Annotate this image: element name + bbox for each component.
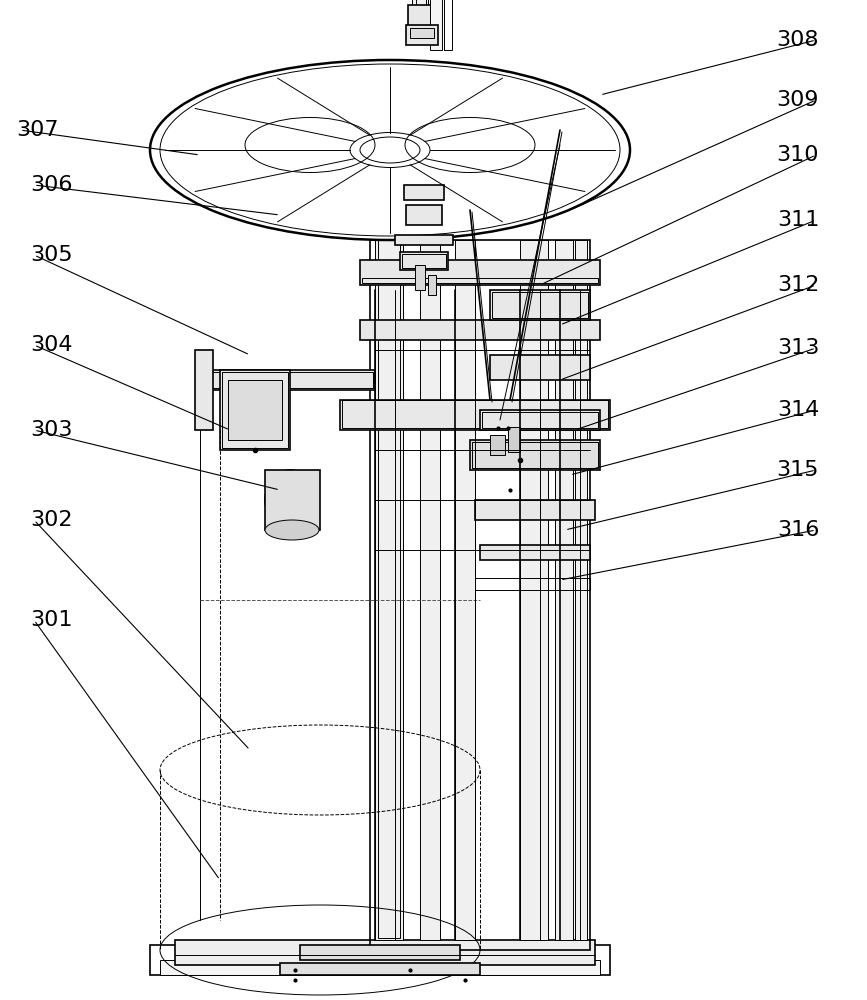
Bar — [416, 0, 426, 30]
Bar — [395, 235, 453, 245]
Bar — [360, 320, 600, 340]
Bar — [430, 0, 442, 50]
Bar — [195, 350, 213, 430]
Bar — [490, 290, 590, 320]
Bar — [200, 370, 375, 390]
Bar — [490, 435, 505, 455]
Bar — [202, 372, 373, 388]
Bar — [400, 252, 448, 270]
Bar — [406, 25, 438, 45]
Bar — [408, 5, 432, 30]
Text: 311: 311 — [777, 210, 819, 230]
Text: 305: 305 — [30, 245, 74, 265]
Bar — [404, 185, 444, 200]
Bar — [342, 400, 608, 428]
Ellipse shape — [265, 470, 315, 530]
Bar — [222, 372, 288, 448]
Text: 306: 306 — [30, 175, 73, 195]
Bar — [444, 0, 452, 50]
Bar — [508, 427, 520, 452]
Bar — [340, 400, 610, 430]
Bar — [410, 28, 434, 38]
Text: 302: 302 — [30, 510, 73, 530]
Bar — [420, 240, 440, 940]
Bar — [175, 940, 595, 965]
Text: 313: 313 — [777, 338, 819, 358]
Bar — [378, 240, 400, 938]
Text: 303: 303 — [30, 420, 73, 440]
Ellipse shape — [265, 520, 319, 540]
Bar — [370, 240, 590, 950]
Bar — [555, 240, 573, 940]
Bar — [228, 380, 282, 440]
Bar — [300, 945, 460, 960]
Bar — [428, 275, 436, 295]
Bar — [475, 500, 595, 520]
Bar — [360, 260, 600, 285]
Text: 308: 308 — [777, 30, 819, 50]
Bar — [490, 355, 590, 380]
Bar — [406, 205, 442, 225]
Bar — [220, 370, 290, 450]
Text: 314: 314 — [777, 400, 819, 420]
Bar — [415, 265, 425, 290]
Text: 301: 301 — [30, 610, 73, 630]
Bar — [470, 440, 600, 470]
Bar — [265, 470, 320, 530]
Text: 312: 312 — [777, 275, 819, 295]
Text: 304: 304 — [30, 335, 73, 355]
Bar — [455, 240, 475, 940]
Bar — [480, 410, 600, 430]
Text: 316: 316 — [777, 520, 819, 540]
Bar — [575, 240, 587, 940]
Bar — [472, 442, 598, 468]
Text: 315: 315 — [777, 460, 819, 480]
Bar — [362, 278, 598, 283]
Bar — [150, 945, 610, 975]
Bar — [375, 240, 403, 940]
Text: 310: 310 — [777, 145, 819, 165]
Bar — [480, 545, 590, 560]
Bar — [492, 292, 588, 318]
Bar — [412, 0, 428, 30]
Bar — [482, 412, 598, 428]
Text: 307: 307 — [16, 120, 59, 140]
Bar — [402, 254, 446, 268]
Bar — [160, 960, 600, 975]
Bar — [520, 240, 548, 940]
Bar — [475, 578, 590, 590]
Bar — [280, 963, 480, 975]
Text: 309: 309 — [777, 90, 819, 110]
